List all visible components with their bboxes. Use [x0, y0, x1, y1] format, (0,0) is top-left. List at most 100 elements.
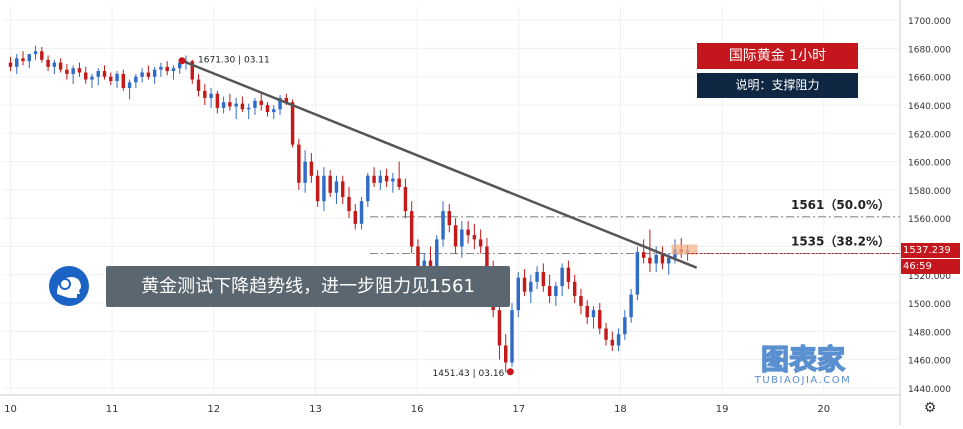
candle-body	[660, 254, 665, 264]
candle-body	[109, 76, 113, 81]
candle-body	[623, 317, 627, 335]
y-tick-label: 1500.000	[908, 300, 951, 310]
x-tick-label: 16	[411, 404, 424, 415]
gear-icon[interactable]: ⚙	[924, 400, 937, 416]
y-tick-label: 1580.000	[908, 187, 951, 197]
candle-body	[134, 76, 138, 83]
level-label: 1535（38.2%）	[791, 234, 890, 249]
candle-body	[604, 328, 608, 340]
candle-body	[378, 175, 383, 183]
candle-body	[58, 62, 63, 70]
candle-body	[265, 105, 270, 113]
low-point-marker	[506, 368, 514, 376]
candle-body	[610, 339, 615, 346]
candle-body	[428, 260, 433, 268]
candle-body	[497, 310, 502, 346]
candle-body	[127, 82, 132, 89]
candle-body	[71, 68, 75, 74]
candle-body	[171, 68, 176, 72]
candle-body	[240, 103, 245, 110]
chart-subtitle: 说明：支撑阻力	[697, 73, 858, 98]
y-tick-label: 1520.000	[908, 272, 951, 282]
trendline-anchor-point	[178, 57, 186, 65]
x-tick-label: 19	[716, 404, 729, 415]
candle-body	[33, 51, 38, 55]
candle-body	[472, 235, 477, 240]
price-annotation: 1451.43 | 03.16	[433, 369, 505, 379]
candle-body	[460, 229, 464, 247]
candle-body	[65, 69, 69, 74]
x-tick-label: 12	[207, 404, 220, 415]
candle-body	[416, 246, 420, 272]
y-tick-label: 1680.000	[908, 45, 951, 55]
candle-body	[635, 252, 640, 295]
candle-body	[510, 310, 514, 363]
candle-body	[353, 211, 357, 224]
y-tick-label: 1440.000	[908, 385, 951, 395]
candle-body	[234, 103, 238, 107]
candle-body	[40, 51, 44, 60]
candle-body	[190, 61, 194, 80]
candle-body	[46, 59, 50, 67]
candle-body	[102, 71, 107, 77]
candle-body	[384, 175, 389, 182]
candle-body	[303, 161, 307, 183]
analysis-banner: 黄金测试下降趋势线，进一步阻力见1561	[106, 266, 510, 307]
candle-body	[322, 175, 326, 202]
candle-body	[215, 93, 220, 108]
candle-body	[560, 267, 564, 287]
candle-body	[522, 277, 527, 292]
candle-body	[441, 211, 445, 240]
bar-countdown-tag: 46:59	[901, 259, 960, 274]
candle-body	[391, 178, 395, 182]
candle-body	[140, 72, 144, 77]
x-tick-label: 17	[512, 404, 525, 415]
candle-body	[90, 76, 94, 80]
candle-body	[165, 66, 169, 72]
candle-body	[27, 54, 32, 62]
watermark-logo: 图表家 TUBIAOJIA.COM	[754, 342, 852, 386]
watermark-text: 图表家	[761, 343, 845, 376]
candle-body	[341, 181, 345, 197]
watermark-url: TUBIAOJIA.COM	[754, 375, 852, 386]
candle-body	[516, 277, 520, 311]
y-tick-label: 1560.000	[908, 215, 951, 225]
candle-body	[466, 229, 470, 236]
candle-body	[366, 175, 370, 202]
candle-body	[96, 71, 100, 77]
current-price-highlight	[671, 244, 698, 255]
candle-body	[585, 305, 589, 318]
candle-body	[309, 161, 314, 176]
candle-body	[221, 102, 226, 108]
candle-body	[52, 62, 57, 67]
candle-body	[453, 225, 458, 247]
candle-body	[284, 97, 289, 103]
candle-body	[359, 201, 364, 224]
x-tick-label: 11	[106, 404, 119, 415]
candle-body	[566, 267, 571, 282]
candle-body	[347, 196, 351, 212]
candle-body	[21, 58, 25, 62]
candle-body	[178, 62, 182, 69]
candle-body	[648, 257, 652, 264]
candle-body	[641, 252, 646, 258]
candle-body	[152, 69, 157, 77]
y-tick-label: 1460.000	[908, 357, 951, 367]
candle-body	[541, 271, 546, 287]
candle-body	[572, 281, 577, 296]
price-annotation: 1671.30 | 03.11	[198, 56, 270, 66]
candle-body	[203, 90, 207, 98]
candle-body	[253, 100, 257, 108]
candle-body	[616, 334, 621, 346]
candle-body	[485, 246, 489, 268]
candle-body	[278, 97, 282, 110]
candle-body	[591, 310, 596, 318]
y-tick-label: 1700.000	[908, 17, 951, 27]
last-price-tag: 1537.239	[901, 243, 960, 258]
candle-body	[15, 58, 19, 67]
candle-body	[598, 310, 602, 329]
candle-body	[435, 239, 439, 268]
candle-body	[535, 271, 539, 282]
candle-body	[328, 175, 332, 193]
candle-body	[447, 211, 452, 226]
